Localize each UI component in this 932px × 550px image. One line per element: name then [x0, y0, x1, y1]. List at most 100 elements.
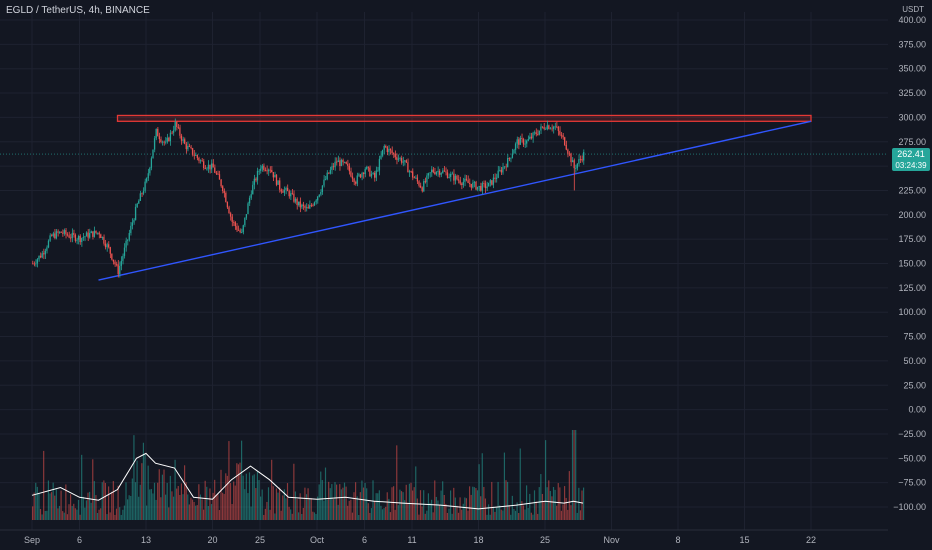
volume-bar — [548, 480, 550, 520]
volume-bar — [472, 486, 474, 520]
candle-body — [82, 237, 84, 239]
volume-bar — [89, 491, 91, 520]
volume-bar — [294, 491, 297, 520]
volume-bar — [222, 492, 224, 520]
volume-bar — [510, 514, 512, 520]
candle-body — [185, 143, 187, 150]
candle-body — [567, 149, 569, 154]
volume-bar — [298, 512, 300, 520]
candle-body — [543, 127, 545, 129]
volume-bar — [488, 504, 490, 520]
candle-body — [367, 166, 369, 168]
candle-body — [233, 221, 235, 223]
last-price-badge: 262.41 03:24:39 — [892, 148, 930, 171]
time-axis[interactable]: Sep 6 13 20 25 Oct 6 11 18 25 Nov 8 15 22 — [0, 529, 888, 545]
volume-bar — [106, 514, 108, 520]
candle-body — [217, 173, 219, 175]
price-tick-label: 75.00 — [903, 332, 926, 342]
volume-bar — [150, 488, 152, 520]
time-tick-label: 8 — [675, 535, 680, 545]
price-tick-label: −50.00 — [898, 453, 926, 463]
candle-body — [236, 226, 238, 230]
volume-bar — [258, 480, 260, 520]
volume-bar — [241, 440, 243, 520]
candle-body — [190, 146, 192, 149]
price-axis[interactable]: 400.00375.00350.00325.00300.00275.00250.… — [888, 0, 932, 550]
candle-body — [556, 126, 558, 128]
volume-bar — [291, 513, 293, 520]
candle-body — [95, 230, 97, 234]
candle-body — [375, 170, 377, 178]
candle-body — [114, 261, 116, 265]
candle-body — [93, 230, 96, 237]
volume-bar — [52, 482, 54, 520]
candle-body — [535, 132, 537, 135]
volume-bar — [153, 482, 156, 520]
candle-body — [85, 232, 88, 237]
candle-body — [184, 139, 186, 144]
candle-body — [280, 189, 282, 192]
volume-bar — [301, 513, 303, 520]
candle-body — [133, 219, 135, 223]
volume-bar — [293, 463, 295, 520]
volume-bar — [489, 514, 491, 520]
candle-body — [423, 181, 425, 192]
candle-body — [334, 161, 336, 168]
volume-bar — [264, 508, 266, 520]
candle-body — [158, 136, 160, 140]
candle-body — [39, 255, 42, 258]
volume-bar — [188, 504, 190, 520]
volume-bar — [513, 508, 515, 520]
candle-body — [473, 181, 476, 183]
volume-bar — [313, 512, 316, 520]
candle-body — [446, 172, 449, 178]
volume-bar — [142, 442, 145, 520]
volume-bar — [92, 459, 94, 520]
candle-body — [514, 143, 517, 150]
volume-bar — [180, 483, 183, 520]
volume-bar — [33, 492, 35, 520]
candle-body — [272, 172, 274, 178]
volume-bar — [117, 485, 119, 520]
candle-body — [92, 231, 94, 237]
volume-bar — [454, 497, 456, 520]
candle-body — [318, 194, 320, 197]
candle-body — [248, 197, 251, 204]
candle-body — [176, 121, 178, 127]
candle-body — [136, 203, 138, 207]
candle-body — [500, 169, 502, 173]
candle-body — [507, 158, 509, 168]
candle-body — [279, 180, 281, 190]
candle-body — [271, 170, 273, 173]
candle-body — [526, 140, 528, 144]
volume-bar — [160, 497, 162, 520]
time-tick-label: Sep — [24, 535, 40, 545]
candle-body — [554, 126, 556, 128]
volume-bar — [63, 512, 65, 520]
candle-body — [505, 166, 507, 168]
candle-body — [484, 183, 487, 189]
resistance-zone[interactable] — [116, 114, 812, 122]
candle-body — [421, 187, 423, 192]
candle-body — [299, 201, 301, 208]
candle-body — [393, 153, 395, 154]
candle-body — [549, 128, 552, 130]
volume-bar — [388, 498, 390, 520]
candle-body — [475, 181, 477, 190]
volume-bar — [415, 466, 417, 520]
volume-bar — [334, 482, 336, 520]
volume-bar — [372, 480, 374, 520]
candle-body — [32, 263, 34, 265]
volume-bar — [77, 499, 80, 520]
price-tick-label: 275.00 — [898, 137, 926, 147]
candle-body — [207, 164, 210, 169]
candle-body — [266, 170, 268, 172]
candle-body — [309, 205, 311, 209]
volume-bar — [476, 490, 479, 520]
candle-body — [241, 232, 243, 233]
candle-body — [331, 166, 333, 170]
candle-body — [568, 153, 571, 155]
support-trendline[interactable] — [98, 120, 812, 281]
volume-bar — [233, 481, 235, 520]
